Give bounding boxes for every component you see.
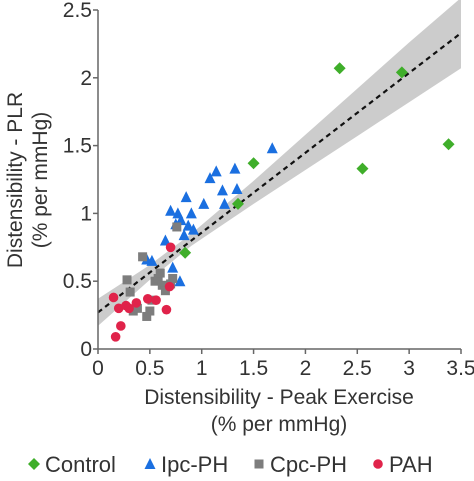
point-ipc-ph [187,223,199,235]
y-axis-title-line-1: Distensibility - PLR [4,92,27,268]
point-control [356,162,369,175]
point-ipc-ph [219,197,231,209]
point-cpc-ph [157,280,167,290]
x-tick-label: 1 [196,357,208,380]
point-control [442,138,455,151]
confidence-band-layer [98,0,461,326]
point-ipc-ph [174,275,186,287]
y-tick-label: 2 [80,67,92,90]
point-ipc-ph [216,184,228,196]
x-tick-label: 2.5 [343,357,372,380]
point-cpc-ph [172,222,182,232]
point-cpc-ph [132,303,142,313]
x-axis-title-line-1: Distensibility - Peak Exercise [144,386,414,409]
point-ipc-ph [167,261,179,273]
y-axis-title-line-2: (% per mmHg) [29,112,52,249]
point-cpc-ph [155,268,165,278]
point-ipc-ph [198,197,210,209]
point-ipc-ph [182,219,194,231]
y-tick-label: 0.5 [63,270,92,293]
legend-marker-cpc-ph [254,459,264,469]
point-pah [142,294,153,304]
point-cpc-ph [168,273,178,283]
y-tick-label: 2.5 [63,0,92,22]
x-ticks: 0 0.5 1 1.5 2 2.5 3 3.5 [92,349,474,380]
data-points [108,62,455,342]
point-ipc-ph [159,234,171,246]
point-cpc-ph [145,306,155,316]
point-pah [108,292,119,303]
point-pah [165,242,176,253]
point-ipc-ph [180,191,192,203]
y-tick-label: 0 [80,338,92,361]
point-ipc-ph [204,172,216,184]
confidence-band [98,0,461,326]
point-pah [116,321,126,331]
point-pah [164,281,175,292]
point-ipc-ph [231,182,243,194]
x-tick-label: 1.5 [239,357,268,380]
axes [97,10,461,350]
legend: Control Ipc-PH Cpc-PH PAH [28,452,433,477]
x-tick-label: 3 [403,357,415,380]
y-tick-label: 1 [80,202,92,225]
point-control [395,66,408,79]
point-pah [110,331,121,342]
x-tick-label: 2 [300,357,312,380]
point-pah [161,304,172,315]
point-control [333,62,346,75]
point-ipc-ph [165,204,177,216]
legend-label-control: Control [45,452,116,477]
legend-marker-pah [373,459,383,469]
y-ticks: 0 0.5 1 1.5 2 2.5 [63,0,98,361]
legend-label-pah: PAH [389,452,433,477]
point-ipc-ph [210,165,222,177]
point-ipc-ph [146,254,158,266]
point-pah [151,295,161,305]
legend-label-cpc-ph: Cpc-PH [270,452,347,477]
point-cpc-ph [138,252,148,262]
fit-line [97,32,462,314]
point-control [232,197,245,210]
x-tick-label: 0 [92,357,104,380]
legend-label-ipc-ph: Ipc-PH [161,452,228,477]
point-ipc-ph [175,214,187,226]
point-ipc-ph [185,207,197,219]
point-pah [113,303,124,314]
point-pah [124,303,134,314]
point-cpc-ph [125,287,135,297]
point-ipc-ph [229,162,241,174]
point-cpc-ph [160,286,170,296]
x-tick-label: 3.5 [446,357,474,380]
fit-line-layer [97,32,462,314]
legend-marker-control [28,458,40,470]
point-ipc-ph [266,142,278,154]
point-ipc-ph [178,229,190,241]
legend-marker-ipc-ph [144,458,156,469]
x-axis-title-line-2: (% per mmHg) [211,413,348,436]
point-control [179,246,192,259]
point-pah [131,298,142,308]
point-cpc-ph [122,275,132,285]
point-cpc-ph [142,311,152,321]
y-tick-label: 1.5 [63,135,92,158]
x-tick-label: 0.5 [135,357,164,380]
point-control [247,157,260,170]
point-cpc-ph [153,273,163,283]
